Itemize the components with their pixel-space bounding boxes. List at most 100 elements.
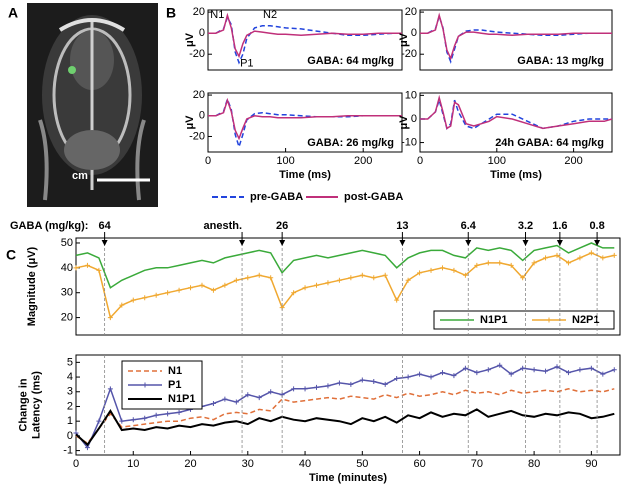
data-point — [588, 250, 594, 256]
data-point — [474, 370, 480, 376]
x-tick-label: 50 — [356, 458, 368, 470]
data-point — [497, 362, 503, 368]
data-point — [153, 412, 159, 418]
data-point — [485, 367, 491, 373]
data-point — [302, 285, 308, 291]
data-point — [119, 302, 125, 308]
x-tick-label: 30 — [242, 458, 254, 470]
x-tick-label: 0 — [205, 155, 211, 167]
data-point — [611, 367, 617, 373]
data-point — [165, 290, 171, 296]
data-point — [314, 282, 320, 288]
y-tick-label: 20 — [193, 89, 205, 101]
data-line — [75, 408, 615, 447]
point-label: P1 — [240, 58, 253, 70]
data-point — [222, 282, 228, 288]
data-point — [577, 255, 583, 261]
data-point — [233, 277, 239, 283]
data-point — [245, 392, 251, 398]
x-tick-label: 80 — [528, 458, 540, 470]
data-point — [96, 418, 102, 424]
y-tick-label: 10 — [405, 89, 417, 101]
data-point — [417, 371, 423, 377]
data-point — [462, 365, 468, 371]
data-point — [268, 275, 274, 281]
data-point — [325, 383, 331, 389]
y-tick-label: 2 — [67, 400, 73, 412]
y-tick-label: 50 — [61, 237, 73, 249]
y-axis-label: μV — [184, 115, 196, 130]
y-axis-label: Change in — [17, 378, 29, 431]
annotation: GABA: 13 mg/kg — [517, 55, 604, 67]
data-point — [428, 267, 434, 273]
point-label: N2 — [263, 9, 277, 21]
legend-label: P1 — [168, 379, 181, 391]
data-point — [588, 365, 594, 371]
data-point — [520, 365, 526, 371]
x-axis-label: Time (minutes) — [309, 472, 387, 484]
data-point — [130, 297, 136, 303]
legend-label: N1P1 — [168, 393, 196, 405]
x-tick-label: 60 — [413, 458, 425, 470]
event-label: 3.2 — [518, 220, 533, 232]
data-point — [142, 415, 148, 421]
data-point — [73, 265, 79, 271]
data-point — [611, 252, 617, 258]
data-point — [302, 386, 308, 392]
y-tick-label: -20 — [401, 48, 417, 60]
y-tick-label: -1 — [63, 444, 73, 456]
x-tick-label: 90 — [585, 458, 597, 470]
plot-frame — [419, 9, 613, 71]
data-point — [451, 267, 457, 273]
event-arrowhead — [101, 240, 108, 246]
data-point — [210, 401, 216, 407]
data-point — [600, 255, 606, 261]
y-tick-label: 20 — [61, 311, 73, 323]
event-label: 1.6 — [552, 220, 567, 232]
data-point — [107, 386, 113, 392]
data-point — [256, 395, 262, 401]
y-tick-label: 0 — [199, 27, 205, 39]
data-point — [394, 297, 400, 303]
y-tick-label: -10 — [401, 136, 417, 148]
x-tick-label: 20 — [184, 458, 196, 470]
x-tick-label: 70 — [471, 458, 483, 470]
panel-label: B — [166, 5, 176, 21]
plot-frame — [75, 237, 621, 336]
legend-label: pre-GABA — [250, 191, 303, 203]
data-point — [543, 255, 549, 261]
y-tick-label: 20 — [193, 6, 205, 18]
data-point — [268, 389, 274, 395]
event-label: 6.4 — [461, 220, 477, 232]
data-point — [153, 292, 159, 298]
data-point — [554, 364, 560, 370]
data-line — [420, 94, 613, 130]
events-title: GABA (mg/kg): — [10, 220, 88, 232]
event-arrowhead — [279, 240, 286, 246]
data-point — [439, 265, 445, 271]
legend-marker — [546, 317, 552, 323]
y-tick-label: 4 — [67, 371, 73, 383]
y-tick-label: 0 — [199, 110, 205, 122]
x-tick-label: 40 — [299, 458, 311, 470]
data-point — [336, 380, 342, 386]
event-arrowhead — [399, 240, 406, 246]
mri-image: cm — [27, 3, 158, 207]
data-point — [119, 418, 125, 424]
data-point — [600, 371, 606, 377]
plot-frame — [419, 92, 613, 153]
data-point — [188, 285, 194, 291]
data-line — [75, 388, 615, 445]
legend-label: N1 — [168, 365, 182, 377]
data-point — [348, 275, 354, 281]
data-point — [245, 275, 251, 281]
data-point — [462, 272, 468, 278]
data-point — [508, 371, 514, 377]
legend-box — [433, 310, 615, 330]
data-point — [531, 260, 537, 266]
x-tick-label: 10 — [127, 458, 139, 470]
data-point — [371, 378, 377, 384]
data-line — [208, 12, 402, 59]
event-arrowhead — [239, 240, 246, 246]
